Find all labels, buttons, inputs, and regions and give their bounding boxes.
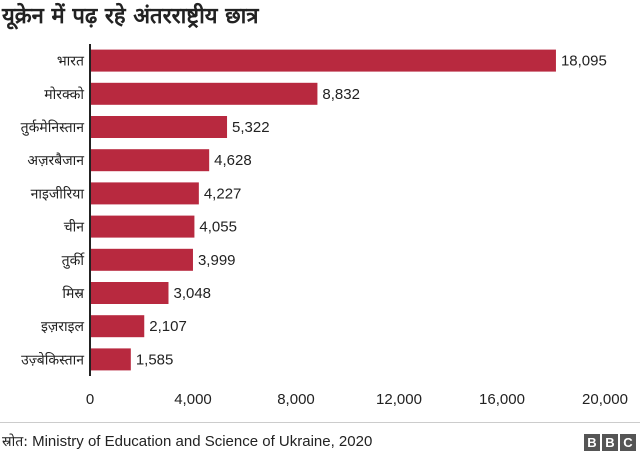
x-tick-label-3: 8,000 [277,391,315,408]
bar-chart: भारत 18,095 मोरक्को 8,832 तुर्कमेनिस्तान 5,32… [21,44,628,408]
bar-9 [90,315,145,338]
category-label-1: भारत [57,54,85,70]
bar-2 [90,82,318,105]
value-label-5: 4,227 [204,185,242,202]
bar-4 [90,149,210,172]
source-note: स्रोत: Ministry of Education and Science… [2,432,372,452]
x-tick-label-4: 12,000 [376,391,422,408]
value-label-2: 8,832 [322,86,360,103]
bar-7 [90,248,193,271]
chart-title: यूक्रेन में पढ़ रहे अंतरराष्ट्रीय छात्र [2,4,259,29]
value-label-10: 1,585 [136,351,174,368]
value-label-1: 18,095 [561,53,607,70]
value-label-8: 3,048 [173,285,211,302]
x-tick-label-1: 0 [86,391,94,408]
category-label-9: इज़राइल [41,319,84,335]
bar-5 [90,182,199,205]
category-label-7: तुर्की [62,252,86,269]
value-label-9: 2,107 [149,318,187,335]
bar-10 [90,348,131,371]
bbc-logo-letter-2: B [602,434,618,451]
source-text: Ministry of Education and Science of Ukr… [32,433,373,450]
bar-1 [90,49,556,72]
bbc-logo-letter-1: B [584,434,600,451]
bar-3 [90,116,228,138]
category-label-4: अज़रबैजान [27,152,84,169]
category-label-6: चीन [64,219,85,236]
value-label-3: 5,322 [232,119,270,136]
category-label-8: मिस्र [62,285,84,302]
bar-6 [90,215,195,238]
category-label-2: मोरक्को [44,86,84,103]
x-tick-label-2: 4,000 [174,391,212,408]
category-label-10: उज़्बेकिस्तान [21,351,84,368]
bbc-logo: B B C [584,434,636,451]
value-label-7: 3,999 [198,252,236,269]
value-label-6: 4,055 [199,219,237,236]
category-label-5: नाइजीरिया [31,185,85,202]
bar-8 [90,282,169,304]
x-tick-label-5: 16,000 [479,391,525,408]
footer-divider [0,422,640,423]
value-label-4: 4,628 [214,152,252,169]
category-label-3: तुर्कमेनिस्तान [21,119,85,136]
bbc-logo-letter-3: C [620,434,636,451]
source-prefix: स्रोत: [2,434,28,450]
x-tick-label-6: 20,000 [582,391,628,408]
